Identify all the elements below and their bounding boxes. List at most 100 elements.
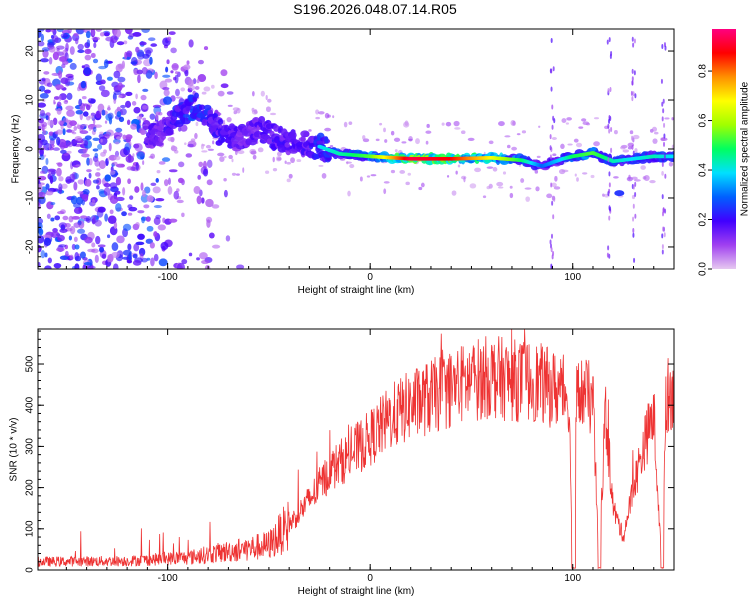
- noise-blob: [117, 76, 126, 83]
- streak-blob: [608, 182, 611, 188]
- y-tick-label: 0: [25, 567, 36, 573]
- noise-blob: [113, 131, 123, 139]
- noise-blob: [109, 182, 118, 189]
- faint-blob: [308, 129, 312, 132]
- noise-blob: [58, 176, 64, 182]
- noise-blob: [82, 111, 89, 117]
- faint-blob: [553, 186, 561, 190]
- noise-blob: [126, 259, 133, 264]
- y-tick-label: 300: [25, 438, 36, 455]
- noise-blob: [192, 78, 197, 85]
- faint-blob: [54, 131, 59, 135]
- noise-blob: [60, 149, 67, 154]
- noise-blob: [56, 167, 62, 177]
- noise-blob: [41, 47, 50, 52]
- noise-blob: [163, 89, 170, 97]
- ridge-blob: [284, 142, 290, 148]
- noise-blob: [69, 62, 77, 70]
- noise-blob: [69, 173, 76, 181]
- faint-blob: [104, 120, 108, 124]
- noise-blob: [73, 236, 78, 243]
- spectrogram-y-label: Frequency (Hz): [11, 115, 22, 184]
- noise-blob: [70, 195, 78, 205]
- y-tick-label: 0: [25, 146, 36, 152]
- streak-blob: [632, 184, 635, 190]
- noise-blob: [142, 88, 149, 92]
- noise-blob: [94, 160, 101, 167]
- faint-blob: [242, 167, 245, 173]
- faint-blob: [201, 91, 207, 95]
- noise-blob: [80, 80, 87, 89]
- faint-blob: [425, 140, 429, 145]
- ridge-blob: [303, 131, 310, 138]
- noise-blob: [77, 49, 85, 54]
- noise-blob: [77, 191, 84, 195]
- chart-title: S196.2026.048.07.14.R05: [293, 1, 457, 17]
- faint-blob: [554, 175, 558, 182]
- noise-blob: [175, 88, 180, 97]
- noise-blob: [52, 51, 59, 61]
- noise-blob: [50, 29, 55, 33]
- faint-blob: [460, 130, 466, 135]
- noise-blob: [114, 29, 121, 38]
- faint-blob: [359, 176, 363, 182]
- snr-y-label: SNR (10 * v/v): [9, 418, 20, 482]
- faint-blob: [53, 99, 56, 105]
- noise-blob: [197, 59, 204, 65]
- noise-blob: [125, 100, 132, 108]
- noise-blob: [107, 106, 111, 111]
- noise-blob: [57, 234, 65, 242]
- noise-blob: [128, 33, 136, 38]
- faint-blob: [379, 122, 383, 126]
- faint-blob: [418, 186, 423, 191]
- noise-blob: [93, 126, 97, 133]
- noise-blob: [54, 215, 61, 221]
- streak-blob: [607, 157, 610, 163]
- noise-blob: [56, 136, 61, 146]
- noise-blob: [83, 140, 89, 147]
- faint-blob: [109, 170, 116, 175]
- noise-blob: [83, 217, 90, 222]
- faint-blob: [629, 130, 634, 135]
- faint-blob: [362, 135, 366, 140]
- x-tick-label: -100: [158, 573, 178, 584]
- noise-blob: [85, 104, 91, 111]
- faint-blob: [415, 138, 420, 145]
- faint-blob: [565, 122, 570, 125]
- streak-blob: [632, 232, 635, 238]
- streak-blob: [663, 133, 666, 139]
- x-tick-label: 100: [564, 573, 581, 584]
- noise-blob: [80, 153, 90, 158]
- faint-blob: [574, 173, 577, 177]
- faint-blob: [509, 185, 513, 189]
- faint-blob: [390, 130, 395, 136]
- streak-blob: [552, 250, 555, 256]
- faint-blob: [651, 126, 658, 132]
- faint-blob: [113, 98, 117, 105]
- faint-blob: [267, 98, 272, 103]
- ridge-blob: [165, 127, 174, 135]
- noise-blob: [56, 108, 62, 115]
- streak-blob: [631, 80, 634, 86]
- faint-blob: [469, 183, 477, 189]
- noise-blob: [188, 39, 194, 48]
- noise-blob: [92, 58, 99, 64]
- faint-blob: [498, 121, 505, 127]
- faint-blob: [394, 149, 398, 153]
- noise-blob: [198, 161, 204, 168]
- streak-blob: [607, 245, 610, 251]
- noise-blob: [97, 244, 106, 248]
- noise-blob: [125, 134, 133, 140]
- faint-blob: [272, 156, 275, 163]
- faint-blob: [140, 94, 147, 101]
- ridge-blob: [247, 138, 258, 146]
- noise-blob: [59, 141, 66, 150]
- noise-blob: [94, 254, 99, 263]
- noise-blob: [65, 250, 69, 257]
- faint-blob: [399, 170, 406, 174]
- streak-blob: [633, 38, 636, 44]
- noise-blob: [41, 77, 46, 82]
- noise-blob: [168, 169, 178, 173]
- streak-blob: [661, 116, 664, 122]
- noise-blob: [58, 244, 67, 248]
